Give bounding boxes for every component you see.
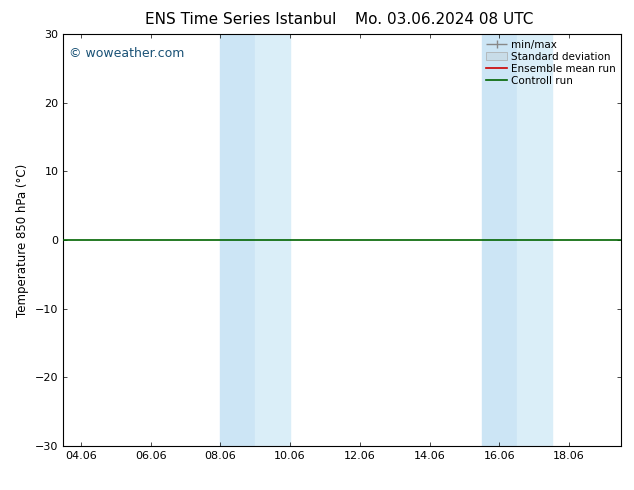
Legend: min/max, Standard deviation, Ensemble mean run, Controll run: min/max, Standard deviation, Ensemble me… <box>484 37 618 88</box>
Text: ENS Time Series Istanbul: ENS Time Series Istanbul <box>145 12 337 27</box>
Bar <box>221 34 255 446</box>
Bar <box>255 34 290 446</box>
Y-axis label: Temperature 850 hPa (°C): Temperature 850 hPa (°C) <box>16 164 30 317</box>
Bar <box>482 34 517 446</box>
Text: © woweather.com: © woweather.com <box>69 47 184 60</box>
Text: Mo. 03.06.2024 08 UTC: Mo. 03.06.2024 08 UTC <box>354 12 533 27</box>
Bar <box>517 34 552 446</box>
